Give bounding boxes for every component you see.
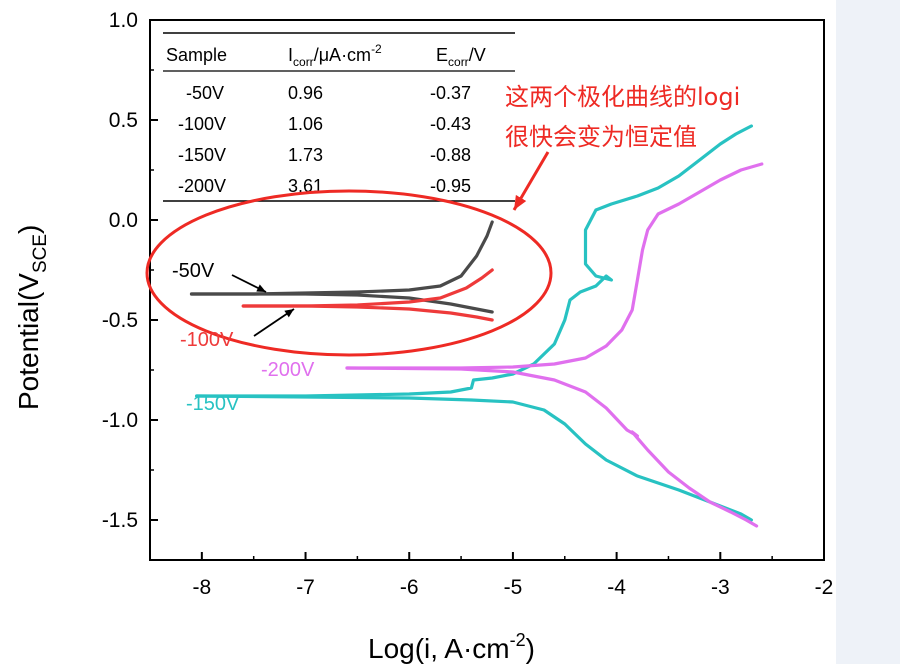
table-cell: -0.37 bbox=[430, 83, 471, 103]
series-minus-150v-anodic-curve bbox=[195, 124, 754, 398]
y-axis-title: Potential(VSCE) bbox=[13, 225, 51, 410]
x-tick-label: -3 bbox=[711, 576, 730, 599]
table-cell: -200V bbox=[178, 176, 226, 196]
table-cell: -0.88 bbox=[430, 145, 471, 165]
x-tick-label: -8 bbox=[193, 576, 212, 599]
y-tick-label: -1.5 bbox=[102, 509, 138, 532]
x-tick-label: -4 bbox=[607, 576, 626, 599]
y-tick-label: 0.5 bbox=[109, 109, 138, 132]
table-cell: 1.73 bbox=[288, 145, 323, 165]
series-label-150v: -150V bbox=[186, 393, 240, 415]
annotation-arrow bbox=[512, 151, 550, 211]
series-minus-150v-cathodic-curve bbox=[195, 394, 754, 522]
curves-layer bbox=[189, 124, 764, 528]
annotation-line-1: 这两个极化曲线的logi bbox=[505, 83, 740, 111]
table-header-ecorr: Ecorr/V bbox=[436, 45, 486, 69]
series-minus-100v-anodic-curve bbox=[241, 268, 494, 308]
y-tick-label: 1.0 bbox=[109, 9, 138, 32]
x-tick-label: -2 bbox=[815, 576, 834, 599]
table-cell: 1.06 bbox=[288, 114, 323, 134]
series-label-50v: -50V bbox=[172, 260, 215, 282]
table-rows: -50V 0.96 -0.37 -100V 1.06 -0.43 -150V 1.73 -0.8… bbox=[178, 83, 471, 196]
y-tick-label: -1.0 bbox=[102, 409, 138, 432]
polarization-chart: -8 -7 -6 -5 -4 -3 -2 1.0 0.5 0.0 -0.5 -1.0 -1.5 Sam… bbox=[13, 9, 834, 664]
highlight-ellipse bbox=[145, 189, 553, 357]
series-minus-100v-cathodic-curve bbox=[241, 304, 494, 322]
series-label-100v: -100V bbox=[180, 329, 234, 351]
annotation-line-2: 很快会变为恒定值 bbox=[505, 123, 697, 151]
series-label-200v: -200V bbox=[261, 359, 315, 381]
series-minus-50v-anodic-curve bbox=[189, 220, 494, 296]
series-label-100v-arrow bbox=[253, 308, 295, 337]
table-cell: -150V bbox=[178, 145, 226, 165]
x-axis-ticks: -8 -7 -6 -5 -4 -3 -2 bbox=[193, 552, 834, 599]
series-minus-200v-cathodic-curve bbox=[345, 366, 759, 528]
table-cell: -100V bbox=[178, 114, 226, 134]
series-label-50v-arrow bbox=[231, 274, 267, 293]
x-tick-label: -5 bbox=[504, 576, 523, 599]
table-header-sample: Sample bbox=[166, 45, 227, 65]
x-tick-label: -6 bbox=[400, 576, 419, 599]
table-cell: -0.95 bbox=[430, 176, 471, 196]
data-table: Sample Icorr/μA·cm-2 Ecorr/V -50V 0.96 -0.… bbox=[163, 32, 515, 202]
table-cell: -0.43 bbox=[430, 114, 471, 134]
x-axis-title: Log(i, A·cm-2) bbox=[368, 630, 535, 664]
table-cell: 0.96 bbox=[288, 83, 323, 103]
y-axis-ticks: 1.0 0.5 0.0 -0.5 -1.0 -1.5 bbox=[102, 9, 158, 532]
series-minus-50v-cathodic-curve bbox=[189, 292, 494, 314]
y-tick-label: 0.0 bbox=[109, 209, 138, 232]
table-cell: -50V bbox=[186, 83, 224, 103]
right-margin-panel bbox=[836, 0, 900, 664]
x-tick-label: -7 bbox=[296, 576, 315, 599]
series-minus-200v-anodic-curve bbox=[345, 162, 764, 370]
y-tick-label: -0.5 bbox=[102, 309, 138, 332]
table-header-icorr: Icorr/μA·cm-2 bbox=[288, 42, 382, 69]
